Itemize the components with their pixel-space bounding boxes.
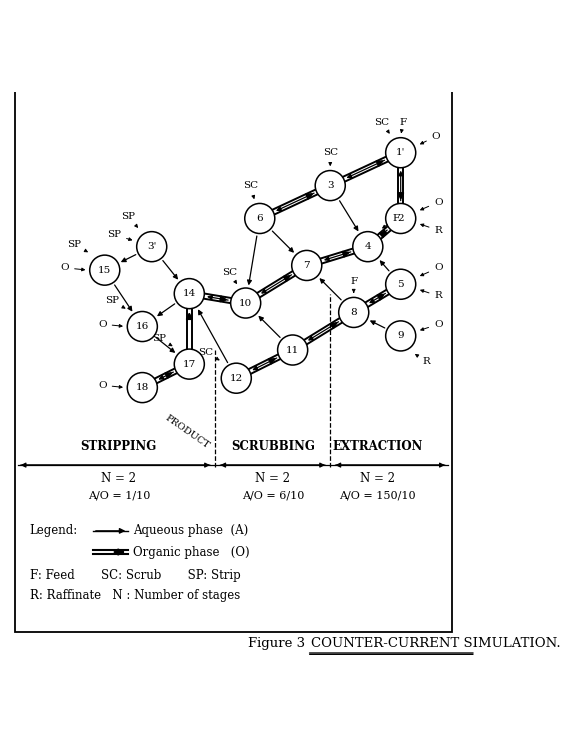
Text: 5: 5 [397, 279, 404, 289]
Text: SP: SP [107, 230, 131, 241]
Text: Aqueous phase  (A): Aqueous phase (A) [133, 524, 248, 537]
Circle shape [174, 349, 204, 379]
Text: F: F [400, 118, 406, 133]
Text: O: O [98, 320, 122, 329]
Circle shape [127, 311, 157, 341]
Text: F: F [350, 277, 357, 292]
Circle shape [230, 288, 261, 318]
Text: PRODUCT: PRODUCT [163, 413, 211, 450]
Text: 14: 14 [183, 289, 196, 298]
Text: R: R [421, 290, 442, 300]
Text: SC: SC [375, 118, 390, 133]
Circle shape [221, 363, 251, 393]
Circle shape [386, 203, 416, 234]
Text: N = 2: N = 2 [360, 472, 395, 485]
Circle shape [245, 203, 275, 234]
Text: Figure 3: Figure 3 [248, 636, 305, 650]
Text: SC: SC [243, 181, 258, 198]
Circle shape [386, 137, 416, 168]
Circle shape [292, 250, 322, 280]
Text: EXTRACTION: EXTRACTION [332, 441, 423, 453]
Circle shape [353, 232, 383, 261]
Text: STRIPPING: STRIPPING [80, 441, 157, 453]
Text: F: Feed       SC: Scrub       SP: Strip: F: Feed SC: Scrub SP: Strip [30, 569, 240, 582]
Text: 7: 7 [303, 261, 310, 270]
Circle shape [277, 335, 307, 365]
Text: Legend:: Legend: [30, 524, 78, 537]
Text: SC: SC [323, 148, 338, 165]
Circle shape [127, 373, 157, 403]
Text: SCRUBBING: SCRUBBING [231, 441, 315, 453]
Text: R: Raffinate   N : Number of stages: R: Raffinate N : Number of stages [30, 589, 240, 602]
Text: O: O [420, 131, 440, 144]
Text: F: F [383, 214, 400, 228]
Text: A/O = 150/10: A/O = 150/10 [339, 491, 416, 500]
Text: 4: 4 [365, 242, 371, 251]
Text: 11: 11 [286, 346, 299, 355]
Text: 16: 16 [135, 322, 149, 331]
Text: 6: 6 [256, 214, 263, 223]
Text: SP: SP [152, 334, 172, 346]
Text: N = 2: N = 2 [255, 472, 291, 485]
Text: O: O [60, 263, 85, 273]
Text: O: O [421, 263, 442, 276]
Circle shape [339, 297, 369, 327]
Text: O: O [98, 381, 122, 390]
Text: SC: SC [222, 268, 237, 283]
Text: A/O = 1/10: A/O = 1/10 [87, 491, 150, 500]
Text: 18: 18 [135, 383, 149, 392]
Text: 17: 17 [183, 359, 196, 368]
Circle shape [386, 321, 416, 351]
Text: O: O [421, 320, 442, 330]
Text: 12: 12 [230, 374, 243, 382]
Text: N = 2: N = 2 [101, 472, 136, 485]
Text: 3': 3' [147, 242, 156, 251]
Circle shape [90, 255, 120, 285]
Text: SP: SP [105, 296, 125, 309]
Text: SC: SC [198, 348, 219, 360]
Circle shape [315, 170, 345, 201]
Text: COUNTER-CURRENT SIMULATION.: COUNTER-CURRENT SIMULATION. [312, 636, 561, 650]
Text: 1': 1' [396, 148, 405, 157]
Circle shape [386, 269, 416, 300]
Text: Organic phase   (O): Organic phase (O) [133, 545, 250, 559]
Circle shape [137, 232, 167, 261]
Text: 2: 2 [397, 214, 404, 223]
Text: 3: 3 [327, 181, 334, 190]
Text: R: R [421, 224, 442, 235]
Text: A/O = 6/10: A/O = 6/10 [242, 491, 304, 500]
Text: 9: 9 [397, 332, 404, 341]
Circle shape [174, 279, 204, 309]
Text: SP: SP [67, 240, 87, 252]
Text: 15: 15 [98, 266, 111, 275]
Text: 10: 10 [239, 299, 252, 308]
Text: SP: SP [121, 211, 137, 227]
Text: 8: 8 [350, 308, 357, 317]
Text: O: O [421, 197, 442, 210]
Text: R: R [416, 355, 430, 366]
